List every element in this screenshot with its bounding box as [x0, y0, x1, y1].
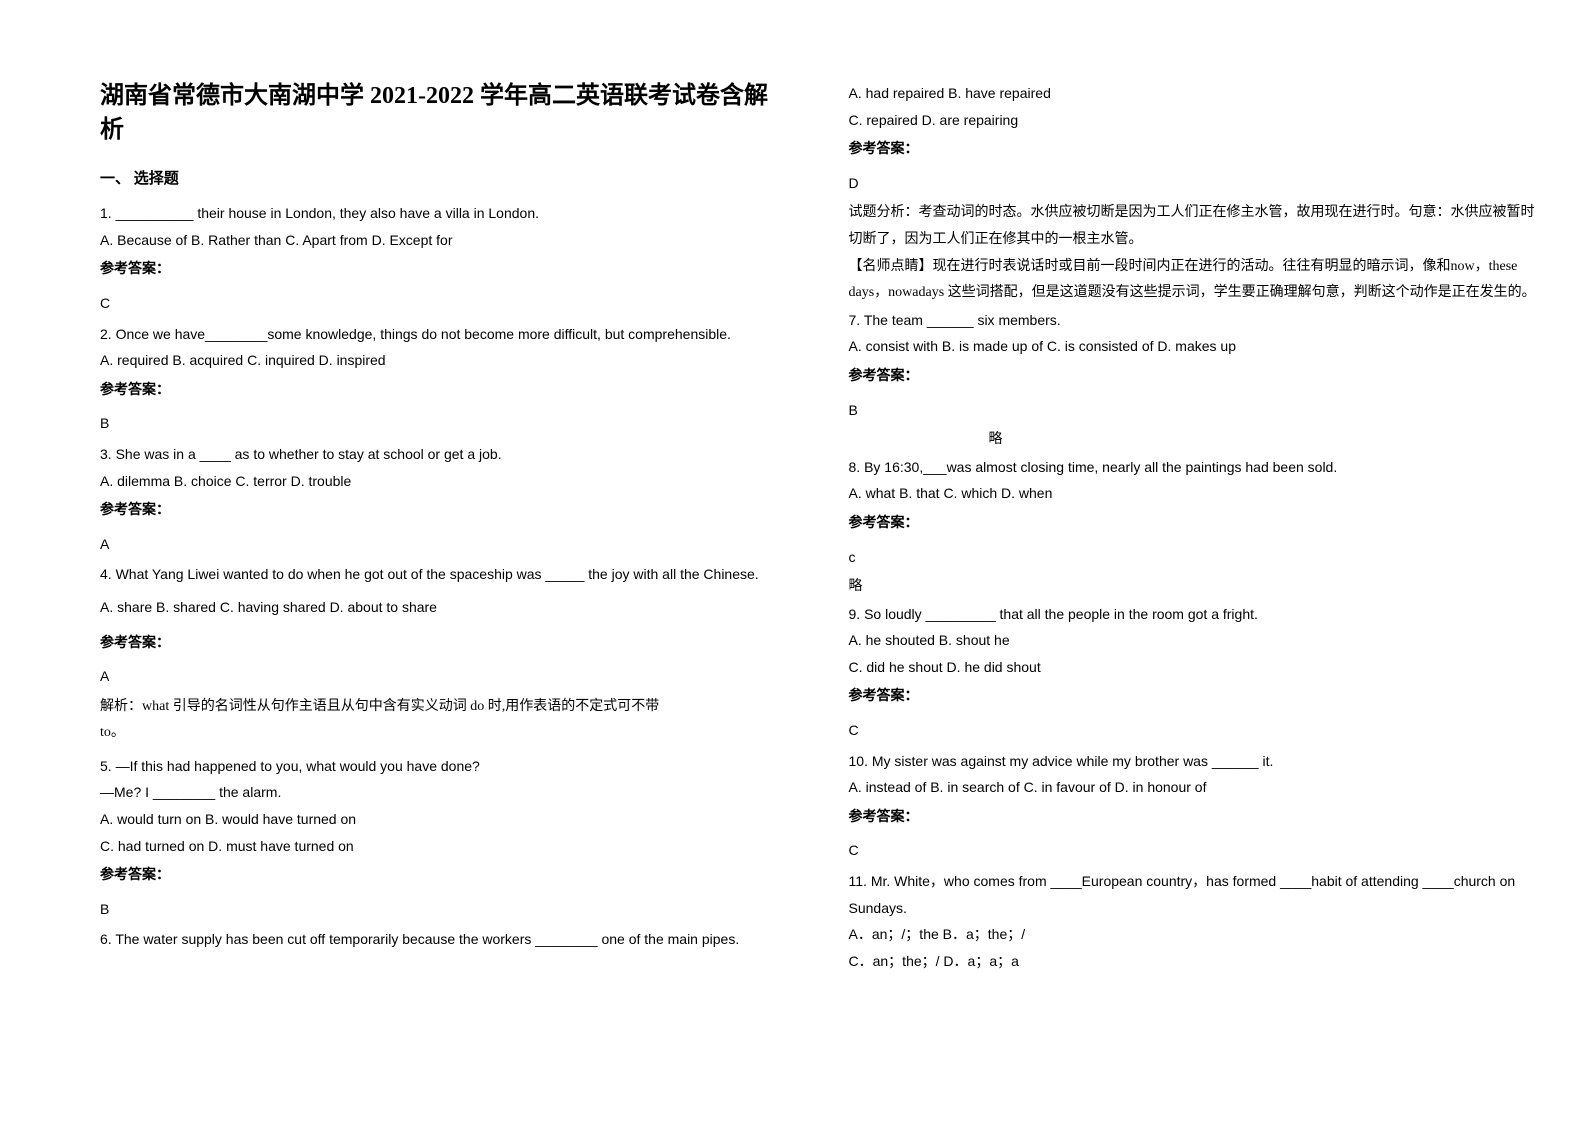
- question-line: A. he shouted B. shout he: [849, 627, 1538, 654]
- answer-ref-label: 参考答案：: [849, 137, 1538, 164]
- question-line: 3. She was in a ____ as to whether to st…: [100, 441, 789, 468]
- answer-value: B: [849, 397, 1538, 424]
- question-line: 7. The team ______ six members.: [849, 307, 1538, 334]
- explanation-line: 试题分析：考查动词的时态。水供应被切断是因为工人们正在修主水管，故用现在进行时。…: [849, 200, 1538, 253]
- answer-value: C: [849, 717, 1538, 744]
- answer-value: A: [100, 663, 789, 690]
- question-line: C．an；the；/ D．a；a；a: [849, 948, 1538, 975]
- answer-ref-label: 参考答案：: [100, 863, 789, 890]
- answer-value: B: [100, 896, 789, 923]
- question-line: A. share B. shared C. having shared D. a…: [100, 594, 789, 621]
- question-line: C. repaired D. are repairing: [849, 107, 1538, 134]
- right-column: A. had repaired B. have repairedC. repai…: [819, 80, 1538, 974]
- explanation-line: 解析：what 引导的名词性从句作主语且从句中含有实义动词 do 时,用作表语的…: [100, 694, 789, 721]
- question-line: 6. The water supply has been cut off tem…: [100, 926, 789, 953]
- exam-title: 湖南省常德市大南湖中学 2021-2022 学年高二英语联考试卷含解析: [100, 80, 789, 147]
- question-line: 1. __________ their house in London, the…: [100, 200, 789, 227]
- question-line: 2. Once we have________some knowledge, t…: [100, 321, 789, 348]
- question-line: C. did he shout D. he did shout: [849, 654, 1538, 681]
- question-line: A. required B. acquired C. inquired D. i…: [100, 347, 789, 374]
- answer-ref-label: 参考答案：: [849, 684, 1538, 711]
- question-line: A．an；/；the B．a；the；/: [849, 921, 1538, 948]
- explanation-line: 略: [849, 574, 1538, 601]
- question-line: A. had repaired B. have repaired: [849, 80, 1538, 107]
- explanation-line: 【名师点睛】现在进行时表说话时或目前一段时间内正在进行的活动。往往有明显的暗示词…: [849, 254, 1538, 307]
- spacer: [100, 621, 789, 627]
- answer-value: A: [100, 531, 789, 558]
- question-line: 11. Mr. White，who comes from ____Europea…: [849, 868, 1538, 921]
- answer-ref-label: 参考答案：: [849, 805, 1538, 832]
- question-line: 10. My sister was against my advice whil…: [849, 748, 1538, 775]
- answer-ref-label: 参考答案：: [849, 511, 1538, 538]
- explanation-line: to。: [100, 720, 789, 747]
- left-body: 1. __________ their house in London, the…: [100, 200, 789, 953]
- right-body: A. had repaired B. have repairedC. repai…: [849, 80, 1538, 974]
- answer-value: D: [849, 170, 1538, 197]
- answer-value: B: [100, 410, 789, 437]
- question-line: 4. What Yang Liwei wanted to do when he …: [100, 561, 789, 588]
- answer-ref-label: 参考答案：: [100, 631, 789, 658]
- answer-value: C: [100, 290, 789, 317]
- question-line: A. instead of B. in search of C. in favo…: [849, 774, 1538, 801]
- question-line: C. had turned on D. must have turned on: [100, 833, 789, 860]
- left-column: 湖南省常德市大南湖中学 2021-2022 学年高二英语联考试卷含解析 一、 选…: [100, 80, 819, 974]
- page-container: 湖南省常德市大南湖中学 2021-2022 学年高二英语联考试卷含解析 一、 选…: [0, 0, 1587, 1014]
- question-line: —Me? I ________ the alarm.: [100, 779, 789, 806]
- question-line: A. Because of B. Rather than C. Apart fr…: [100, 227, 789, 254]
- question-line: 5. —If this had happened to you, what wo…: [100, 753, 789, 780]
- explanation-line: 略: [849, 427, 1538, 454]
- question-line: 8. By 16:30,___was almost closing time, …: [849, 454, 1538, 481]
- question-line: A. dilemma B. choice C. terror D. troubl…: [100, 468, 789, 495]
- question-line: A. would turn on B. would have turned on: [100, 806, 789, 833]
- answer-ref-label: 参考答案：: [100, 257, 789, 284]
- answer-value: C: [849, 837, 1538, 864]
- answer-ref-label: 参考答案：: [100, 498, 789, 525]
- question-line: A. consist with B. is made up of C. is c…: [849, 333, 1538, 360]
- question-line: 9. So loudly _________ that all the peop…: [849, 601, 1538, 628]
- question-line: A. what B. that C. which D. when: [849, 480, 1538, 507]
- answer-value: c: [849, 544, 1538, 571]
- answer-ref-label: 参考答案：: [100, 378, 789, 405]
- section-heading: 一、 选择题: [100, 167, 789, 188]
- answer-ref-label: 参考答案：: [849, 364, 1538, 391]
